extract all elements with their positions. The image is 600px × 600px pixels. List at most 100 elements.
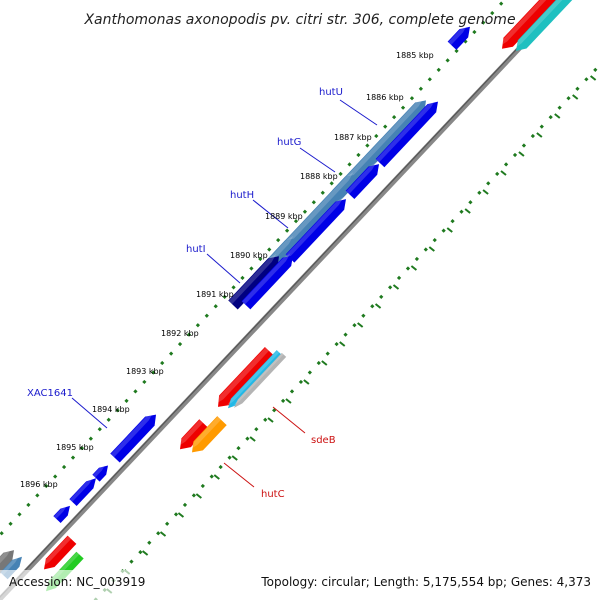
ruler-tick xyxy=(518,151,525,157)
gene-arrow-body xyxy=(218,346,276,407)
gene-arrow-highlight xyxy=(273,172,354,257)
gene-arrow-highlight xyxy=(332,97,424,194)
gene-arrow xyxy=(53,503,70,524)
gene-arrow-body xyxy=(375,101,438,168)
ruler-tick xyxy=(392,284,400,290)
gene-arrow-highlight xyxy=(346,161,377,195)
gene-arrow-body xyxy=(228,350,284,409)
label-leader-lines xyxy=(71,99,378,488)
ruler-tick xyxy=(482,189,489,195)
hutI-arrow xyxy=(228,253,279,310)
gene-arrow-highlight xyxy=(232,353,284,407)
gene-arrow xyxy=(41,535,77,570)
kbp-tick-label: 1890 kbp xyxy=(230,251,268,260)
gene-arrow xyxy=(92,463,109,482)
kbp-tick-label: 1894 kbp xyxy=(92,405,130,414)
gene-label: hutH xyxy=(230,190,254,201)
gene-arrow-highlight xyxy=(226,350,280,407)
ruler-tick xyxy=(321,360,328,366)
kbp-tick-label: 1887 kbp xyxy=(334,133,372,142)
gene-arrow-body xyxy=(180,419,209,450)
gene-label: sdeB xyxy=(311,435,336,446)
ruler-tick xyxy=(285,398,292,404)
gene-arrow xyxy=(241,253,294,310)
ruler-tick xyxy=(195,493,202,499)
hutC-arrow xyxy=(189,416,227,453)
gene-label: hutI xyxy=(186,244,206,255)
ruler-tick xyxy=(464,208,471,214)
gene-arrow-body xyxy=(234,352,287,408)
leader-line xyxy=(223,462,255,488)
kbp-tick-label: 1885 kbp xyxy=(396,51,434,60)
gene-arrow-highlight xyxy=(41,536,72,568)
kbp-tick-label: 1886 kbp xyxy=(366,93,404,102)
ruler-tick xyxy=(267,417,274,423)
gene-arrow-body xyxy=(0,550,15,580)
gene-label: XAC1641 xyxy=(27,388,73,399)
ruler-tick xyxy=(177,512,185,518)
gene-arrow-body xyxy=(241,255,294,310)
gene-arrow-highlight xyxy=(92,463,106,478)
leader-line xyxy=(206,253,241,284)
gene-arrow-body xyxy=(92,465,109,482)
gene-arrow-body xyxy=(332,100,427,200)
gene-arrow-body xyxy=(53,505,70,524)
ruler-tick xyxy=(500,170,507,176)
gene-arrow-highlight xyxy=(189,416,222,450)
leader-line xyxy=(252,199,289,229)
ruler-tick xyxy=(410,265,418,271)
gene-arrow-body xyxy=(228,256,279,310)
ruler-tick xyxy=(213,474,220,480)
topology-text: Topology: circular; Length: 5,175,554 bp… xyxy=(260,575,591,589)
backbone-line xyxy=(0,0,567,600)
gene-arrow-highlight xyxy=(499,0,565,47)
gene-label: hutG xyxy=(277,137,301,148)
gene-arrow xyxy=(375,99,438,168)
gene-arrow-body xyxy=(345,164,380,200)
gene-arrow-body xyxy=(502,0,570,49)
ruler-tick xyxy=(554,113,561,119)
kbp-tick-label: 1895 kbp xyxy=(56,443,94,452)
gene-arrow-highlight xyxy=(53,503,68,519)
gene-arrow-highlight xyxy=(110,412,154,458)
ruler-tick xyxy=(231,455,238,461)
leader-line xyxy=(339,99,378,126)
ruler-tick xyxy=(446,227,453,233)
ruler-tick xyxy=(159,531,167,537)
genome-title: Xanthomonas axonopodis pv. citri str. 30… xyxy=(83,12,515,28)
ruler-tick xyxy=(572,94,579,100)
gene-arrow xyxy=(0,547,15,580)
gene-arrow xyxy=(226,350,284,409)
gene-arrow-highlight xyxy=(0,547,12,575)
gene-arrow-body xyxy=(192,416,227,453)
gene-arrow-highlight xyxy=(177,419,204,447)
backbone-shade xyxy=(0,0,564,598)
gene-arrow-highlight xyxy=(513,0,586,49)
kbp-tick-label: 1888 kbp xyxy=(300,172,338,181)
ruler-tick xyxy=(141,550,149,556)
genome-backbone xyxy=(0,0,567,600)
kbp-tick-label: 1892 kbp xyxy=(161,329,199,338)
gene-arrow-body xyxy=(516,0,591,51)
leader-line xyxy=(272,406,306,434)
ruler-tick xyxy=(303,379,310,385)
gene-arrow xyxy=(177,419,209,450)
gene-arrow-highlight xyxy=(228,253,277,305)
XAC1641-arrow xyxy=(110,412,157,463)
gene-arrow-highlight xyxy=(376,99,436,163)
gene-arrow xyxy=(232,352,287,408)
ruler-tick xyxy=(249,436,256,442)
ruler-tick xyxy=(536,132,543,138)
gene-arrow xyxy=(69,476,96,507)
gene-arrow xyxy=(285,196,346,263)
sdeB-arrow xyxy=(215,346,276,407)
ruler-tick xyxy=(589,75,597,81)
gene-arrow-highlight xyxy=(286,196,344,258)
gene-arrow-highlight xyxy=(69,476,94,502)
ruler-tick xyxy=(357,322,364,328)
gene-label: hutU xyxy=(319,87,343,98)
gene-arrow xyxy=(513,0,591,51)
